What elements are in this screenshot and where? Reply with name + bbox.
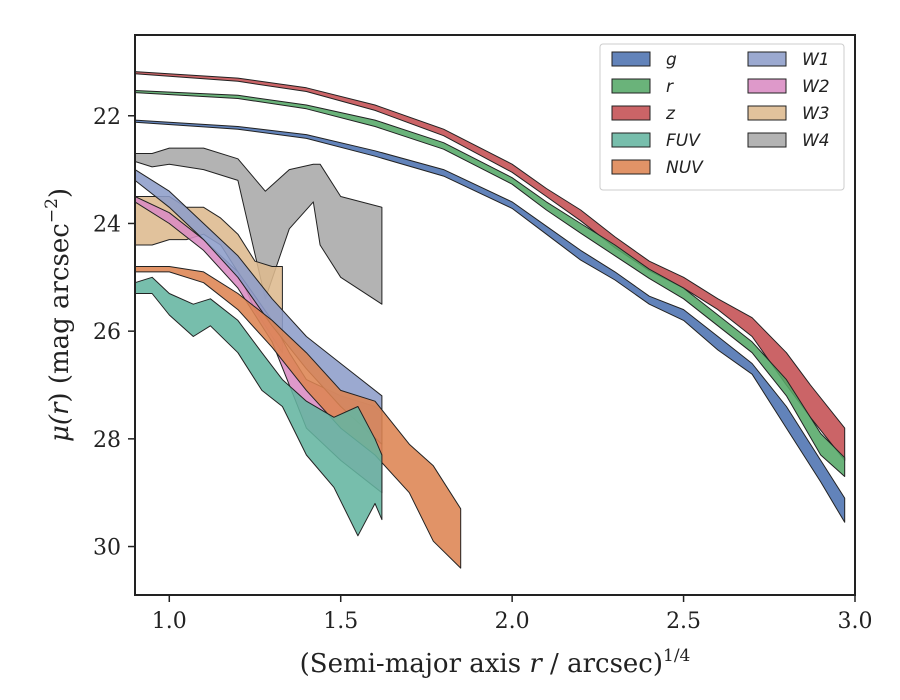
x-tick-label: 1.5 (323, 609, 358, 634)
band-g (134, 119, 846, 523)
x-tick-label: 1.0 (152, 609, 187, 634)
legend-label-z: z (665, 104, 676, 124)
legend-label-w1: W1 (802, 50, 830, 70)
legend-swatch-r (611, 78, 651, 94)
legend-label-r: r (666, 77, 674, 97)
legend-swatch-w4 (747, 132, 787, 148)
legend-swatch-fuv (611, 132, 651, 148)
plot-frame (134, 34, 856, 596)
y-tick-label: 24 (93, 212, 121, 237)
x-tick-label: 3.0 (838, 609, 873, 634)
x-axis-label: (Semi-major axis r / arcsec)1/4 (300, 646, 691, 679)
legend-label-nuv: NUV (666, 158, 704, 178)
band-w4 (134, 147, 383, 305)
legend-label-fuv: FUV (666, 131, 701, 151)
x-tick-label: 2.5 (666, 609, 701, 634)
legend-label-w3: W3 (802, 104, 830, 124)
y-axis-label: μ(r) (mag arcsec−2) (42, 188, 75, 442)
y-tick-label: 30 (93, 536, 121, 561)
series-bands (134, 71, 846, 569)
legend-swatch-w2 (747, 78, 787, 94)
band-r (134, 90, 846, 477)
y-axis: 22 24 26 28 30 (93, 105, 135, 561)
legend-swatch-nuv (611, 159, 651, 175)
legend-label-g: g (666, 50, 677, 70)
band-nuv (134, 266, 462, 569)
legend-label-w4: W4 (802, 131, 830, 151)
legend: grz FUV NUV W1 W2 W3 W4 (599, 43, 845, 191)
y-tick-label: 22 (93, 105, 121, 130)
legend-swatch-w1 (747, 51, 787, 67)
legend-swatch-g (611, 51, 651, 67)
legend-swatch-w3 (747, 105, 787, 121)
x-axis: 1.0 1.5 2.0 2.5 3.0 (152, 595, 873, 634)
legend-swatch-z (611, 105, 651, 121)
band-fuv (134, 276, 383, 537)
legend-label-w2: W2 (802, 77, 830, 97)
y-tick-label: 26 (93, 320, 121, 345)
x-tick-label: 2.0 (495, 609, 530, 634)
y-tick-label: 28 (93, 428, 121, 453)
